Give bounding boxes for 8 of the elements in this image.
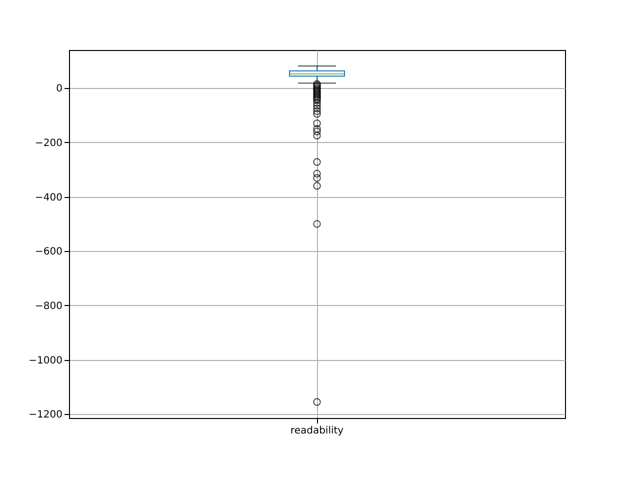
y-tick-label: −400 (35, 192, 62, 204)
x-tick-label: readability (290, 426, 344, 436)
y-tick-label: −1200 (28, 410, 62, 421)
y-tick-label: −200 (35, 138, 62, 149)
y-tick-label: −600 (35, 246, 62, 258)
y-tick-label: 0 (56, 84, 62, 95)
y-tick-label: −800 (35, 300, 62, 312)
y-tick-label: −1000 (28, 355, 62, 366)
